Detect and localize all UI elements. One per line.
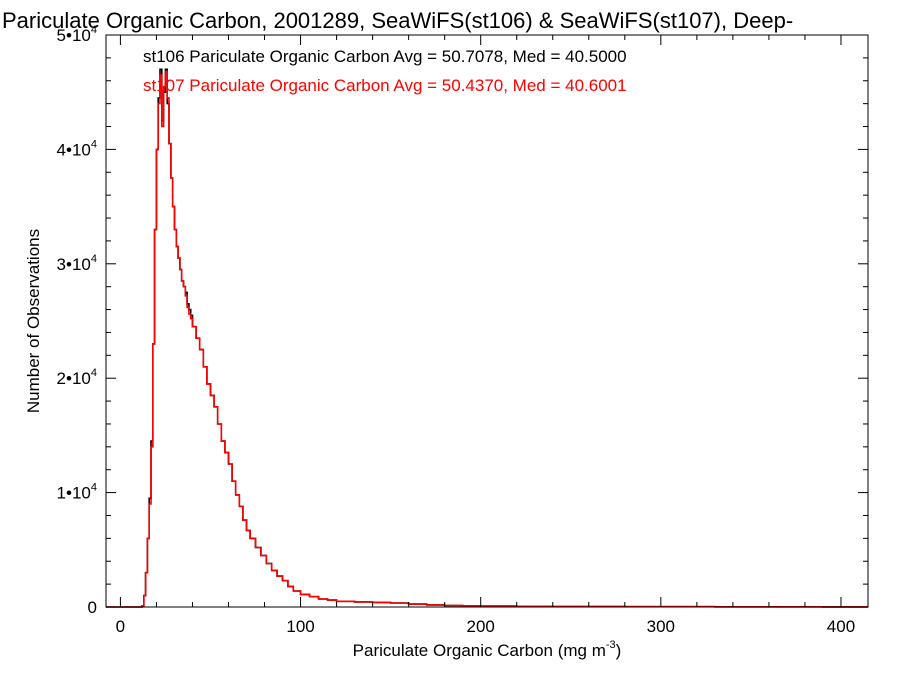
x-tick-label: 200 [467,617,495,636]
x-tick-label: 400 [827,617,855,636]
x-tick-label: 0 [116,617,125,636]
y-tick-label: 4•104 [57,138,97,159]
y-axis: 0 1•104 2•104 3•104 4•104 5•104 [57,24,868,617]
chart-title: Pariculate Organic Carbon, 2001289, SeaW… [2,8,793,33]
y-tick-label: 3•104 [57,253,97,274]
series-line-st107 [106,70,868,608]
y-axis-label: Number of Observations [24,229,43,413]
series-line-st106 [106,68,868,608]
y-tick-label: 0 [88,598,97,617]
plot-frame [105,34,869,608]
y-tick-label: 2•104 [57,367,97,388]
x-axis-label: Pariculate Organic Carbon (mg m-3) [353,639,622,660]
plot-series [106,68,868,608]
x-axis-label-main: Pariculate Organic Carbon (mg m [353,641,606,660]
y-tick-label: 1•104 [57,482,97,503]
x-axis: 0 100 200 300 400 [116,35,855,636]
x-tick-label: 300 [647,617,675,636]
annotation-st106: st106 Pariculate Organic Carbon Avg = 50… [143,47,627,66]
x-axis-label-close: ) [616,641,622,660]
annotation-st107: st107 Pariculate Organic Carbon Avg = 50… [143,76,627,95]
y-tick-label: 5•104 [57,24,97,45]
x-tick-label: 100 [286,617,314,636]
x-axis-label-superscript: -3 [606,639,616,651]
